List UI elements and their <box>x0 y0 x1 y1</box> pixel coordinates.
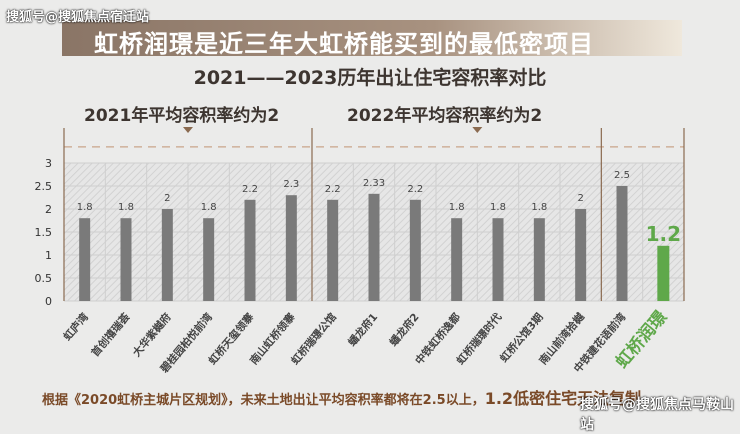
bar <box>451 218 463 301</box>
bar <box>327 199 339 301</box>
watermark-top: 搜狐号@搜狐焦点宿迁站 <box>6 10 150 25</box>
bar <box>616 186 628 301</box>
y-tick-label: 0 <box>45 295 52 308</box>
bar <box>368 193 380 301</box>
bar <box>120 218 132 301</box>
value-label: 1.8 <box>531 202 547 213</box>
watermark-bottom: 搜狐号@搜狐焦点马鞍山站 <box>580 397 734 433</box>
value-label: 2.2 <box>325 184 341 195</box>
bar <box>285 195 297 301</box>
y-tick-label: 1.5 <box>35 226 53 239</box>
y-tick-label: 2 <box>45 203 52 216</box>
category-label: 虹庐湾 <box>61 310 92 343</box>
y-tick-label: 0.5 <box>35 272 53 285</box>
value-label: 2.2 <box>407 184 423 195</box>
value-label: 2.2 <box>242 184 258 195</box>
bar <box>79 218 91 301</box>
banner-title: 虹桥润璟是近三年大虹桥能买到的最低密项目 <box>94 30 594 58</box>
value-label: 2.33 <box>363 178 385 189</box>
bar <box>657 245 670 301</box>
value-label: 1.8 <box>449 202 465 213</box>
category-label: 首创禧瑞荟 <box>89 310 133 359</box>
value-label: 1.2 <box>646 222 681 246</box>
category-label: 蟠龙府2 <box>387 311 422 349</box>
bar <box>575 209 587 301</box>
value-label: 1.8 <box>77 202 93 213</box>
y-tick-label: 2.5 <box>35 180 53 193</box>
arrow-marker-icon <box>183 127 193 133</box>
category-label: 虹桥公馆3期 <box>497 311 545 365</box>
bar <box>244 199 256 301</box>
chart-subtitle: 2021——2023历年出让住宅容积率对比 <box>193 67 547 89</box>
value-label: 2.5 <box>614 170 630 181</box>
bar <box>492 218 504 301</box>
bar <box>409 199 421 301</box>
category-label: 大华紫樾府 <box>130 310 174 359</box>
bar-chart: 00.511.522.531.8虹庐湾1.8首创禧瑞荟2大华紫樾府1.8碧桂园柏… <box>35 127 685 376</box>
bar <box>161 209 173 301</box>
footer-note: 根据《2020虹桥主城片区规划》，未来土地出让平均容积率都将在2.5以上，1.2… <box>42 385 641 409</box>
note-2022: 2022年平均容积率约为2 <box>347 106 543 126</box>
note-2021: 2021年平均容积率约为2 <box>84 106 280 126</box>
title-banner: 虹桥润璟是近三年大虹桥能买到的最低密项目 <box>62 20 682 58</box>
bar <box>533 218 545 301</box>
footer-text: 根据《2020虹桥主城片区规划》，未来土地出让平均容积率都将在2.5以上， <box>42 393 485 408</box>
value-label: 1.8 <box>201 202 217 213</box>
footer-highlight: 1.2低密住宅无法复制 <box>484 389 642 408</box>
value-label: 2 <box>164 193 170 204</box>
value-label: 1.8 <box>490 202 506 213</box>
y-tick-label: 1 <box>45 249 52 262</box>
value-label: 2.3 <box>283 179 299 190</box>
category-label: 蟠龙府1 <box>345 311 380 349</box>
arrow-marker-icon <box>472 127 483 133</box>
bar <box>203 218 215 301</box>
value-label: 1.8 <box>118 202 134 213</box>
y-tick-label: 3 <box>45 157 52 170</box>
value-label: 2 <box>577 193 583 204</box>
